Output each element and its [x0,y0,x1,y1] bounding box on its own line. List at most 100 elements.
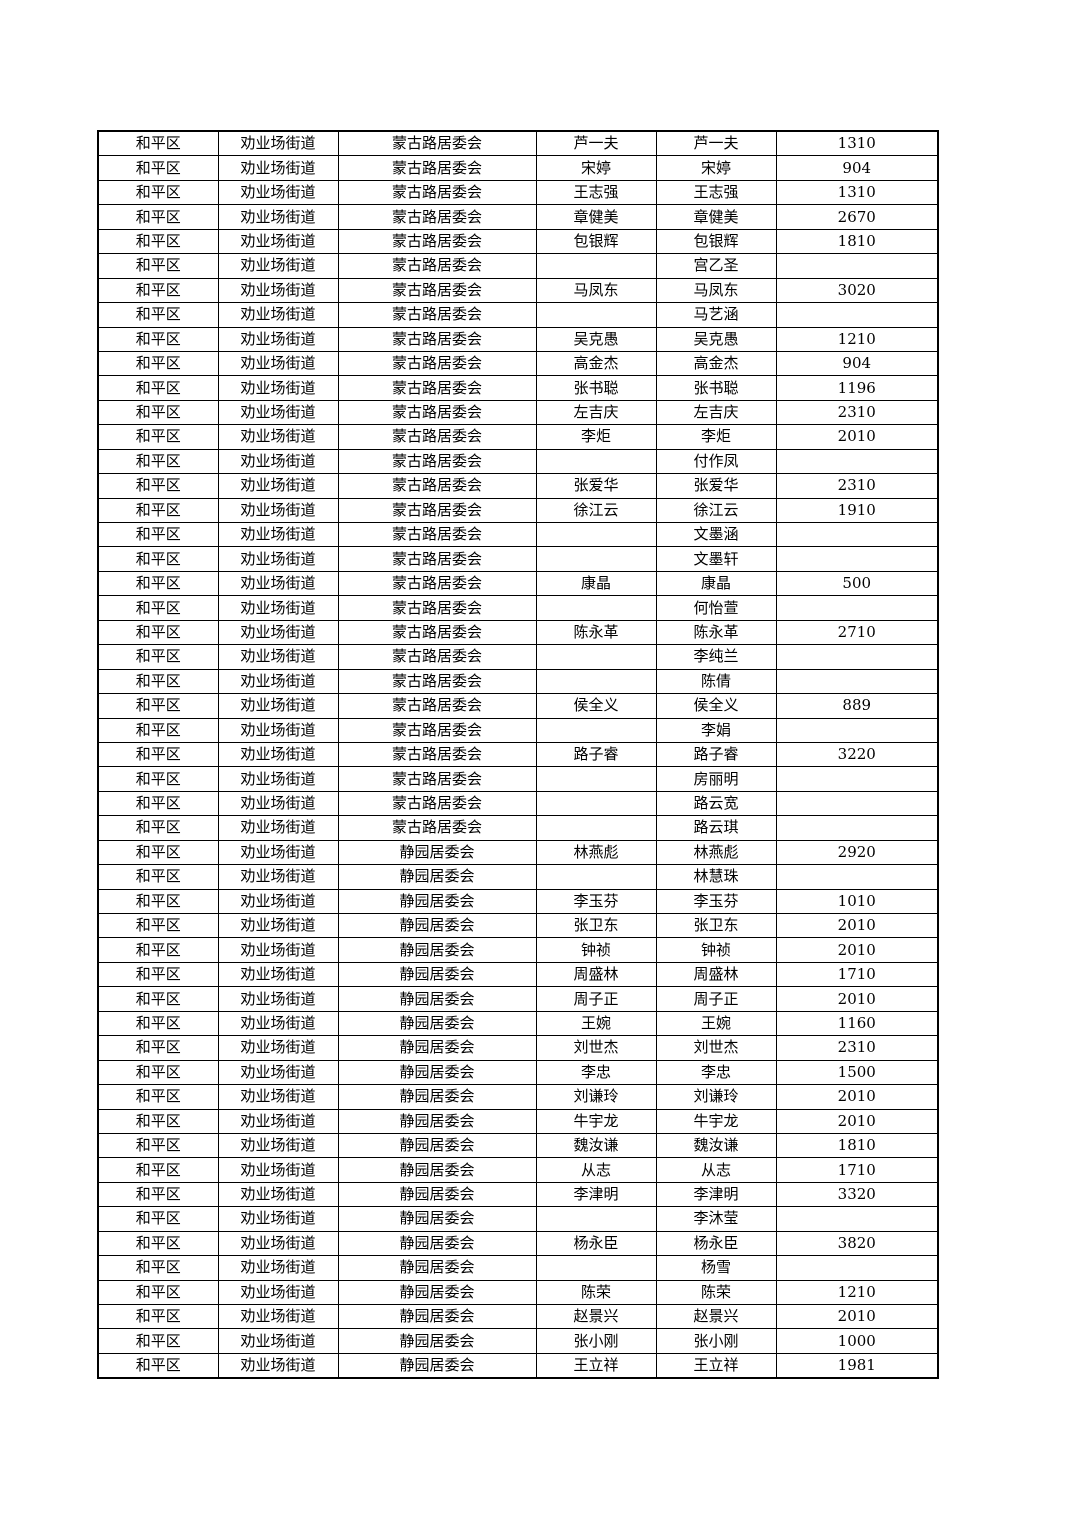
table-row: 和平区 劝业场街道 蒙古路居委会 马凤东 马凤东 3020 [97,277,939,304]
amount-cell [775,1206,939,1232]
community-cell: 蒙古路居委会 [337,570,537,597]
table-row: 和平区 劝业场街道 蒙古路居委会 付作凤 [97,448,939,475]
community-cell: 蒙古路居委会 [337,668,537,695]
street-cell: 劝业场街道 [217,1010,339,1037]
table-row: 和平区 劝业场街道 蒙古路居委会 张爱华 张爱华 2310 [97,473,939,499]
amount-cell [775,253,939,279]
street-cell: 劝业场街道 [217,1108,339,1134]
community-cell: 静园居委会 [337,1303,537,1330]
applicant-cell: 陈荣 [535,1279,657,1306]
member-cell: 张卫东 [655,912,777,939]
district-cell: 和平区 [97,1108,219,1134]
applicant-cell [535,766,657,792]
community-cell: 蒙古路居委会 [337,815,537,841]
member-cell: 杨雪 [655,1255,777,1281]
amount-cell: 500 [775,570,939,597]
amount-cell: 1160 [775,1010,939,1037]
street-cell: 劝业场街道 [217,937,339,963]
applicant-cell: 吴克愚 [535,326,657,352]
amount-cell [775,302,939,328]
street-cell: 劝业场街道 [217,668,339,695]
community-cell: 静园居委会 [337,1255,537,1281]
district-cell: 和平区 [97,1255,219,1281]
table-row: 和平区 劝业场街道 蒙古路居委会 路子睿 路子睿 3220 [97,741,939,768]
member-cell: 钟祯 [655,937,777,963]
amount-cell: 2310 [775,1035,939,1061]
street-cell: 劝业场街道 [217,595,339,621]
amount-cell: 1710 [775,961,939,988]
street-cell: 劝业场街道 [217,1059,339,1086]
amount-cell: 1010 [775,888,939,915]
member-cell: 周子正 [655,986,777,1012]
member-cell: 刘世杰 [655,1035,777,1061]
community-cell: 蒙古路居委会 [337,155,537,181]
member-cell: 房丽明 [655,766,777,792]
amount-cell: 2920 [775,839,939,866]
community-cell: 静园居委会 [337,1230,537,1257]
applicant-cell: 牛宇龙 [535,1108,657,1134]
amount-cell [775,595,939,621]
member-cell: 李忠 [655,1059,777,1086]
applicant-cell: 李忠 [535,1059,657,1086]
applicant-cell: 陈永革 [535,619,657,646]
amount-cell: 1310 [775,179,939,206]
district-cell: 和平区 [97,619,219,646]
member-cell: 马艺涵 [655,302,777,328]
table-row: 和平区 劝业场街道 静园居委会 王立祥 王立祥 1981 [97,1352,939,1379]
applicant-cell: 李津明 [535,1181,657,1208]
applicant-cell [535,448,657,475]
member-cell: 文墨涵 [655,521,777,548]
street-cell: 劝业场街道 [217,1255,339,1281]
member-cell: 陈荣 [655,1279,777,1306]
member-cell: 吴克愚 [655,326,777,352]
district-cell: 和平区 [97,717,219,743]
community-cell: 蒙古路居委会 [337,375,537,401]
member-cell: 何怡萱 [655,595,777,621]
table-row: 和平区 劝业场街道 蒙古路居委会 路云琪 [97,815,939,841]
community-cell: 静园居委会 [337,1352,537,1379]
member-cell: 王立祥 [655,1352,777,1379]
community-cell: 静园居委会 [337,1108,537,1134]
street-cell: 劝业场街道 [217,839,339,866]
street-cell: 劝业场街道 [217,1157,339,1183]
member-cell: 王婉 [655,1010,777,1037]
community-cell: 静园居委会 [337,1035,537,1061]
applicant-cell: 王婉 [535,1010,657,1037]
community-cell: 蒙古路居委会 [337,619,537,646]
community-cell: 蒙古路居委会 [337,228,537,255]
member-cell: 路云宽 [655,790,777,817]
member-cell: 康晶 [655,570,777,597]
table-row: 和平区 劝业场街道 静园居委会 周子正 周子正 2010 [97,986,939,1012]
member-cell: 周盛林 [655,961,777,988]
district-cell: 和平区 [97,1084,219,1110]
table-body: 和平区 劝业场街道 蒙古路居委会 芦一夫 芦一夫 1310 和平区 劝业场街道 蒙古路居委会 宋婷… [97,130,939,1379]
community-cell: 蒙古路居委会 [337,644,537,670]
street-cell: 劝业场街道 [217,155,339,181]
table-row: 和平区 劝业场街道 蒙古路居委会 文墨轩 [97,546,939,572]
table-row: 和平区 劝业场街道 蒙古路居委会 吴克愚 吴克愚 1210 [97,326,939,352]
community-cell: 静园居委会 [337,1059,537,1086]
applicant-cell: 赵景兴 [535,1303,657,1330]
district-cell: 和平区 [97,204,219,230]
street-cell: 劝业场街道 [217,326,339,352]
applicant-cell: 林燕彪 [535,839,657,866]
member-cell: 魏汝谦 [655,1132,777,1159]
community-cell: 蒙古路居委会 [337,693,537,719]
applicant-cell: 路子睿 [535,741,657,768]
community-cell: 蒙古路居委会 [337,253,537,279]
applicant-cell [535,644,657,670]
district-cell: 和平区 [97,570,219,597]
district-cell: 和平区 [97,448,219,475]
street-cell: 劝业场街道 [217,741,339,768]
community-cell: 静园居委会 [337,1084,537,1110]
district-cell: 和平区 [97,961,219,988]
table-row: 和平区 劝业场街道 蒙古路居委会 宫乙圣 [97,253,939,279]
applicant-cell: 王志强 [535,179,657,206]
community-cell: 蒙古路居委会 [337,741,537,768]
community-cell: 蒙古路居委会 [337,448,537,475]
street-cell: 劝业场街道 [217,766,339,792]
district-cell: 和平区 [97,179,219,206]
member-cell: 李沐莹 [655,1206,777,1232]
amount-cell: 3820 [775,1230,939,1257]
district-cell: 和平区 [97,155,219,181]
